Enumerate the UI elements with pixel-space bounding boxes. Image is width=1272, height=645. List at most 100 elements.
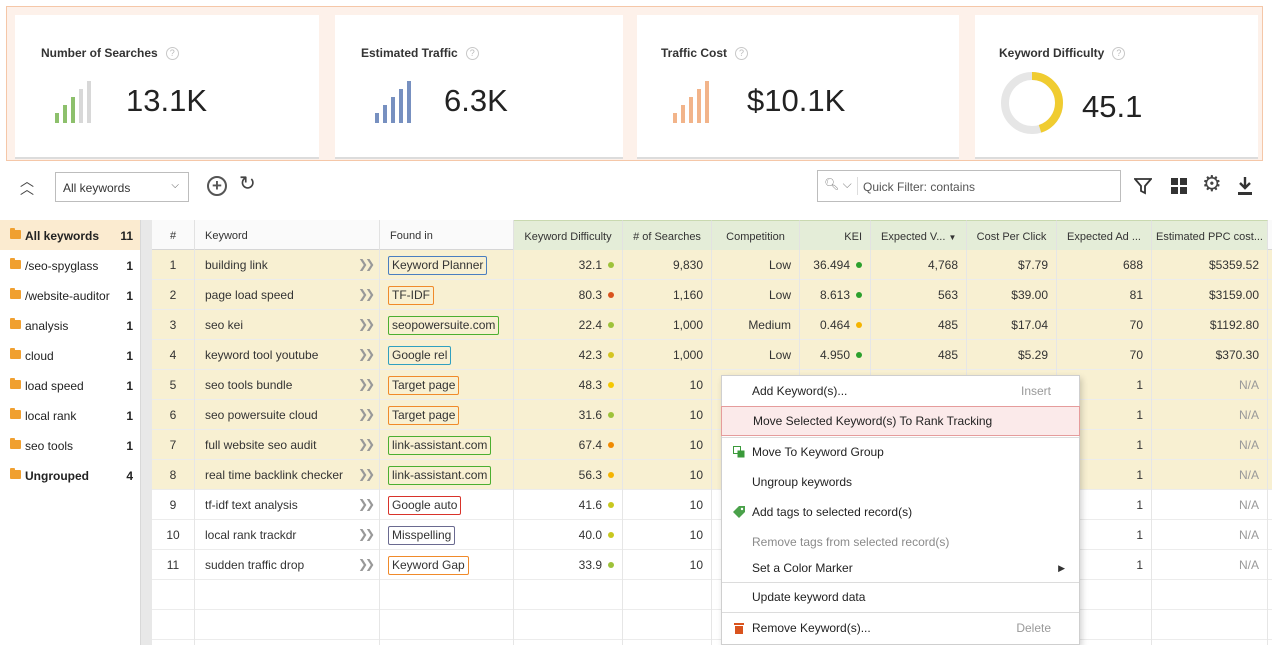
cell-keyword [195, 610, 380, 640]
help-icon[interactable]: ? [735, 47, 749, 61]
table-row[interactable]: 6 seo powersuite cloud ❯❯ Target page 31.6 10… [152, 400, 1272, 430]
column-header-searches[interactable]: # of Searches [623, 220, 712, 250]
sidebar-splitter[interactable] [140, 220, 152, 645]
cell-searches [623, 610, 712, 640]
cell-searches: 10 [623, 520, 712, 550]
table-row[interactable]: 3 seo kei ❯❯ seopowersuite.com 22.4 1,000 Medi… [152, 310, 1272, 340]
expand-chevron-icon[interactable]: ❯❯ [358, 407, 375, 421]
sidebar-item-seo-spyglass[interactable]: /seo-spyglass 1 [0, 250, 140, 280]
metric-card-searches: Number of Searches? 13.1K [15, 15, 319, 159]
menu-item-remove-keywords[interactable]: Remove Keyword(s)... Delete [722, 613, 1079, 643]
menu-item-update-keyword-data[interactable]: Update keyword data [752, 590, 866, 604]
download-icon[interactable] [1237, 176, 1253, 196]
table-row[interactable]: 7 full website seo audit ❯❯ link-assistant.… [152, 430, 1272, 460]
expand-chevron-icon[interactable]: ❯❯ [358, 347, 375, 361]
table-row[interactable]: 10 local rank trackdr ❯❯ Misspelling 40.0 10 1… [152, 520, 1272, 550]
keyword-group-select[interactable]: All keywords ⌵ [55, 172, 189, 202]
metric-title: Number of Searches [41, 46, 158, 60]
kd-value: 31.6 [578, 408, 602, 422]
cell-competition: Low [712, 250, 800, 280]
expand-chevron-icon[interactable]: ❯❯ [358, 437, 375, 451]
cell-ad: 1 [1057, 430, 1152, 460]
menu-item-move-to-group[interactable]: Move To Keyword Group [722, 437, 1079, 467]
add-circle-icon[interactable]: + [207, 176, 227, 196]
folder-icon [10, 408, 21, 419]
menu-item-add-keywords[interactable]: Add Keyword(s)... Insert [752, 384, 1051, 398]
cell-searches: 10 [623, 370, 712, 400]
gear-icon[interactable]: ⚙ [1202, 171, 1222, 196]
column-header-keyword[interactable]: Keyword [195, 220, 380, 250]
menu-item-remove-tags[interactable]: Remove tags from selected record(s) [752, 535, 950, 549]
expand-chevron-icon[interactable]: ❯❯ [358, 557, 375, 571]
search-icon[interactable]: 🔍︎ ⌵ [824, 177, 858, 195]
cell-keyword: tf-idf text analysis ❯❯ [195, 490, 380, 520]
column-header-cost-per-click[interactable]: Cost Per Click [967, 220, 1057, 250]
quick-filter-input[interactable]: 🔍︎ ⌵ Quick Filter: contains [817, 170, 1121, 202]
table-row[interactable]: 11 sudden traffic drop ❯❯ Keyword Gap 33.9 10… [152, 550, 1272, 580]
table-row[interactable] [152, 640, 1272, 645]
menu-item-color-marker[interactable]: Set a Color Marker ▶ [752, 561, 1065, 575]
expand-chevron-icon[interactable]: ❯❯ [358, 287, 375, 301]
status-dot-icon [608, 381, 614, 388]
expand-chevron-icon[interactable]: ❯❯ [358, 317, 375, 331]
cell-ppc: $370.30 [1152, 340, 1268, 370]
menu-item-move-to-rank-tracking[interactable]: Move Selected Keyword(s) To Rank Trackin… [721, 406, 1080, 436]
expand-chevron-icon[interactable]: ❯❯ [358, 467, 375, 481]
sidebar-item-analysis[interactable]: analysis 1 [0, 310, 140, 340]
table-row[interactable]: 8 real time backlink checker ❯❯ link-assist… [152, 460, 1272, 490]
sidebar-item-seo-tools[interactable]: seo tools 1 [0, 430, 140, 460]
expand-chevron-icon[interactable]: ❯❯ [358, 257, 375, 271]
source-tag: TF-IDF [388, 286, 434, 305]
cell-kd: 67.4 [514, 430, 623, 460]
table-row[interactable]: 1 building link ❯❯ Keyword Planner 32.1 9,830… [152, 250, 1272, 280]
table-row[interactable]: 9 tf-idf text analysis ❯❯ Google auto 41.6 10… [152, 490, 1272, 520]
cell-expected: 485 [871, 310, 967, 340]
table-row[interactable]: 4 keyword tool youtube ❯❯ Google rel 42.3 1,0… [152, 340, 1272, 370]
cell-found: Target page [380, 400, 514, 430]
sidebar-item-ungrouped[interactable]: Ungrouped 4 [0, 460, 140, 490]
sidebar-item-website-auditor[interactable]: /website-auditor 1 [0, 280, 140, 310]
help-icon[interactable]: ? [465, 47, 479, 61]
column-header-keyword-difficulty[interactable]: Keyword Difficulty [514, 220, 623, 250]
table-row[interactable]: 2 page load speed ❯❯ TF-IDF 80.3 1,160 Low 8.61… [152, 280, 1272, 310]
folder-icon [10, 438, 21, 449]
keyword-text: seo kei [205, 318, 244, 332]
status-dot-icon [608, 561, 614, 568]
expand-chevron-icon[interactable]: ❯❯ [358, 527, 375, 541]
table-row[interactable] [152, 610, 1272, 640]
grid-icon[interactable] [1170, 177, 1188, 195]
expand-chevron-icon[interactable]: ❯❯ [358, 377, 375, 391]
column-header-competition[interactable]: Competition [712, 220, 800, 250]
column-header-kei[interactable]: KEI [800, 220, 871, 250]
cell-found [380, 580, 514, 610]
help-icon[interactable]: ? [165, 47, 179, 61]
filter-icon[interactable] [1134, 177, 1152, 195]
cell-ad [1057, 580, 1152, 610]
metric-title: Estimated Traffic [361, 46, 458, 60]
sidebar-item-all-keywords[interactable]: All keywords 11 [0, 220, 140, 250]
column-header-number[interactable]: # [152, 220, 195, 250]
double-chevron-up-icon[interactable]: ︿ ︿ [20, 173, 34, 197]
column-header-expected-visits[interactable]: Expected V... ▼ [871, 220, 967, 250]
cell-found [380, 610, 514, 640]
sidebar-item-local-rank[interactable]: local rank 1 [0, 400, 140, 430]
cell-cpc: $39.00 [967, 280, 1057, 310]
refresh-icon[interactable]: ↻ [239, 173, 256, 195]
table-row[interactable]: 5 seo tools bundle ❯❯ Target page 48.3 10 1 N/A [152, 370, 1272, 400]
cell-kd: 33.9 [514, 550, 623, 580]
status-dot-icon [856, 291, 862, 298]
column-header-expected-ad[interactable]: Expected Ad ... [1057, 220, 1152, 250]
status-dot-icon [608, 471, 614, 478]
column-header-found-in[interactable]: Found in [380, 220, 514, 250]
cell-searches: 1,160 [623, 280, 712, 310]
sidebar-item-cloud[interactable]: cloud 1 [0, 340, 140, 370]
source-tag: Target page [388, 406, 460, 425]
menu-item-add-tags[interactable]: Add tags to selected record(s) [722, 497, 1079, 527]
column-header-ppc-cost[interactable]: Estimated PPC cost... [1152, 220, 1268, 250]
cell-found: Google auto [380, 490, 514, 520]
sidebar-item-load-speed[interactable]: load speed 1 [0, 370, 140, 400]
table-row[interactable] [152, 580, 1272, 610]
help-icon[interactable]: ? [1112, 47, 1126, 61]
menu-item-ungroup[interactable]: Ungroup keywords [752, 475, 853, 489]
expand-chevron-icon[interactable]: ❯❯ [358, 497, 375, 511]
